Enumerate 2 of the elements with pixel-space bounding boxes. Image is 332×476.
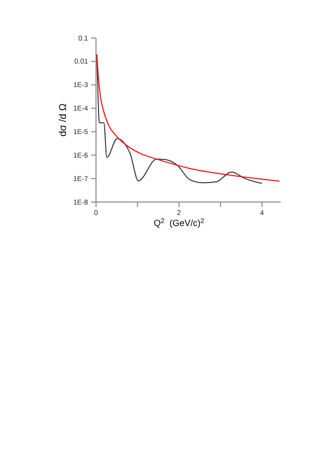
y-axis-title: dσ /d Ω [58, 102, 69, 137]
x-axis-title: Q$^{2}$ (GeV/c)$^{2}$ [154, 218, 205, 228]
